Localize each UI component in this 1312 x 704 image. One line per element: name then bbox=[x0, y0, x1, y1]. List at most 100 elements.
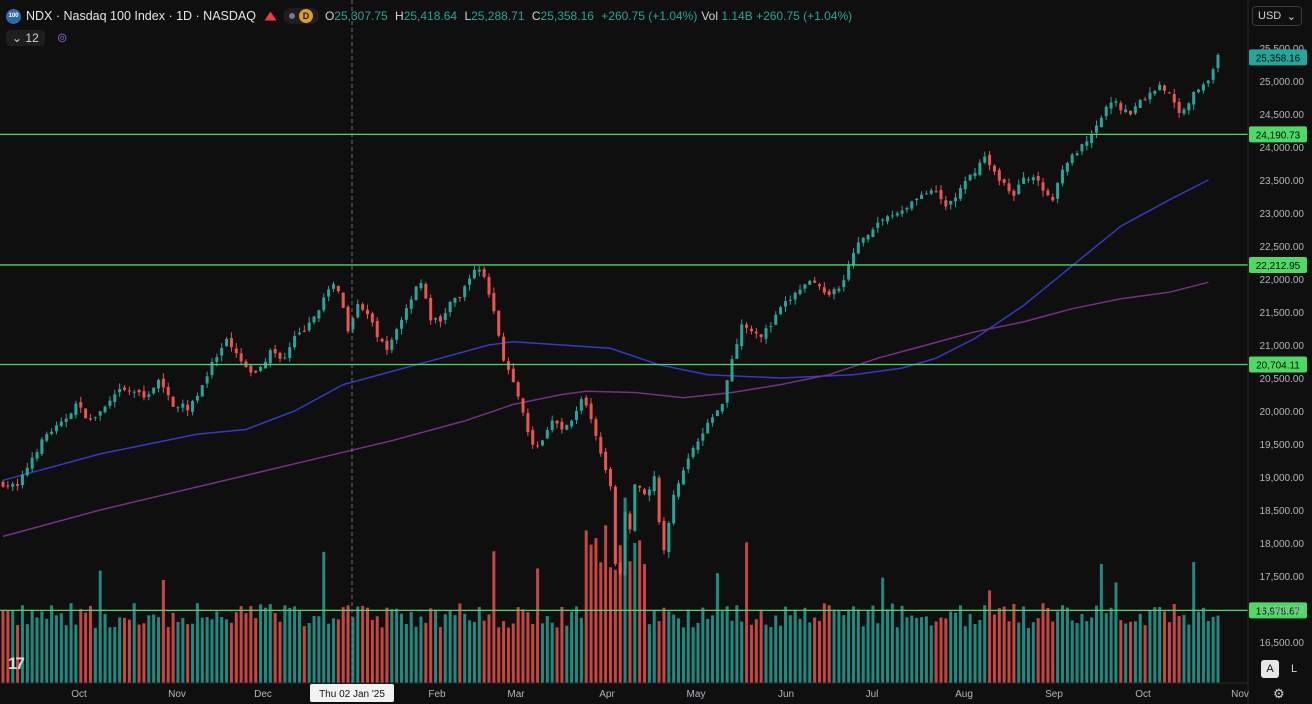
volume-bar bbox=[307, 623, 311, 683]
level-label-box bbox=[1249, 256, 1307, 273]
volume-bar bbox=[1148, 610, 1152, 683]
volume-bar bbox=[1201, 607, 1205, 683]
volume-bar bbox=[929, 625, 933, 683]
candle bbox=[346, 306, 350, 332]
candle bbox=[424, 283, 428, 299]
candle bbox=[331, 284, 335, 289]
volume-bar bbox=[64, 625, 68, 683]
volume-bar bbox=[667, 611, 671, 683]
candle bbox=[84, 408, 88, 419]
volume-bar bbox=[385, 607, 389, 683]
candle bbox=[351, 318, 355, 330]
candle bbox=[356, 304, 360, 318]
candle bbox=[589, 403, 593, 420]
volume-bar bbox=[915, 617, 919, 683]
volume-bar bbox=[341, 607, 345, 683]
candle bbox=[706, 422, 710, 434]
candle bbox=[1007, 183, 1011, 192]
eye-icon[interactable]: ⊚ bbox=[56, 30, 68, 45]
volume-bar bbox=[1158, 606, 1162, 683]
volume-bar bbox=[127, 619, 131, 683]
volume-bar bbox=[191, 623, 195, 683]
volume-bar bbox=[1119, 620, 1123, 683]
candle bbox=[132, 391, 136, 393]
candle bbox=[798, 289, 802, 295]
auto-scale-button[interactable]: A bbox=[1261, 660, 1279, 678]
candle bbox=[579, 399, 583, 411]
candle bbox=[851, 253, 856, 265]
candle bbox=[1060, 169, 1064, 184]
candle bbox=[438, 316, 442, 322]
volume-bar bbox=[837, 609, 841, 683]
candle bbox=[59, 421, 63, 426]
volume-bar bbox=[613, 569, 617, 683]
candle bbox=[958, 188, 962, 199]
volume-bar bbox=[497, 627, 501, 683]
volume-bar bbox=[623, 497, 627, 683]
volume-bar bbox=[370, 619, 374, 683]
volume-bar bbox=[249, 606, 253, 683]
volume-bar bbox=[1182, 615, 1186, 683]
volume-bar bbox=[336, 619, 340, 683]
candle bbox=[924, 193, 928, 195]
volume-bar bbox=[1143, 625, 1147, 683]
candle bbox=[40, 439, 44, 454]
volume-bar bbox=[963, 626, 967, 683]
price-axis: 25,500.0025,000.0024,500.0024,000.0023,5… bbox=[1247, 0, 1307, 704]
candle bbox=[963, 180, 967, 190]
candle bbox=[385, 340, 389, 350]
volume-bar bbox=[749, 624, 753, 683]
volume-bar bbox=[550, 622, 554, 683]
volume-bar bbox=[1187, 624, 1191, 683]
volume-bar bbox=[652, 609, 656, 683]
level-label-box bbox=[1249, 356, 1307, 373]
volume-bar bbox=[361, 605, 365, 683]
candle bbox=[147, 394, 151, 397]
tradingview-logo[interactable]: 17 bbox=[8, 654, 25, 673]
volume-bar bbox=[866, 610, 870, 683]
volume-bar bbox=[1114, 582, 1118, 683]
level-label: 20,704.11 bbox=[1256, 361, 1300, 372]
volume-bar bbox=[200, 617, 204, 683]
volume-bar bbox=[1138, 613, 1142, 683]
candle bbox=[516, 382, 520, 397]
symbol-title[interactable]: NDX · Nasdaq 100 Index · 1D · NASDAQ bbox=[26, 9, 256, 23]
volume-bar bbox=[949, 611, 953, 683]
candle bbox=[677, 483, 681, 497]
candle bbox=[1002, 179, 1006, 183]
candle bbox=[599, 436, 603, 454]
indicators-toggle-button[interactable]: ⌄ 12 bbox=[6, 30, 45, 46]
volume-bar bbox=[589, 544, 593, 683]
candle bbox=[988, 154, 992, 166]
level-label-box bbox=[1249, 126, 1307, 143]
volume-bar bbox=[448, 610, 452, 683]
volume-bar bbox=[540, 623, 544, 683]
volume-bar bbox=[35, 617, 39, 683]
candle bbox=[122, 387, 127, 390]
volume-bar bbox=[1017, 622, 1021, 683]
candle bbox=[1187, 103, 1191, 111]
candle bbox=[608, 468, 613, 487]
candle bbox=[297, 332, 301, 335]
volume-bar bbox=[881, 577, 885, 683]
volume-bar bbox=[939, 617, 943, 683]
log-scale-button[interactable]: L bbox=[1290, 663, 1298, 675]
candle bbox=[1197, 89, 1201, 93]
candle bbox=[1065, 162, 1069, 172]
market-status-pill[interactable]: D bbox=[282, 8, 319, 24]
indicators-count: 12 bbox=[25, 31, 39, 45]
volume-bar bbox=[832, 609, 836, 683]
volume-bar bbox=[827, 605, 831, 683]
candle bbox=[983, 156, 987, 163]
volume-bar bbox=[293, 606, 297, 683]
candle bbox=[404, 308, 408, 320]
currency-select[interactable]: USD ⌄ bbox=[1252, 6, 1302, 26]
candle bbox=[545, 430, 549, 439]
volume-bar bbox=[288, 607, 292, 683]
price-tick-label: 17,000.00 bbox=[1260, 605, 1305, 616]
volume-bar bbox=[1197, 611, 1201, 683]
candle bbox=[506, 361, 510, 370]
gear-icon[interactable]: ⚙ bbox=[1273, 686, 1285, 701]
volume-bar bbox=[443, 614, 447, 683]
